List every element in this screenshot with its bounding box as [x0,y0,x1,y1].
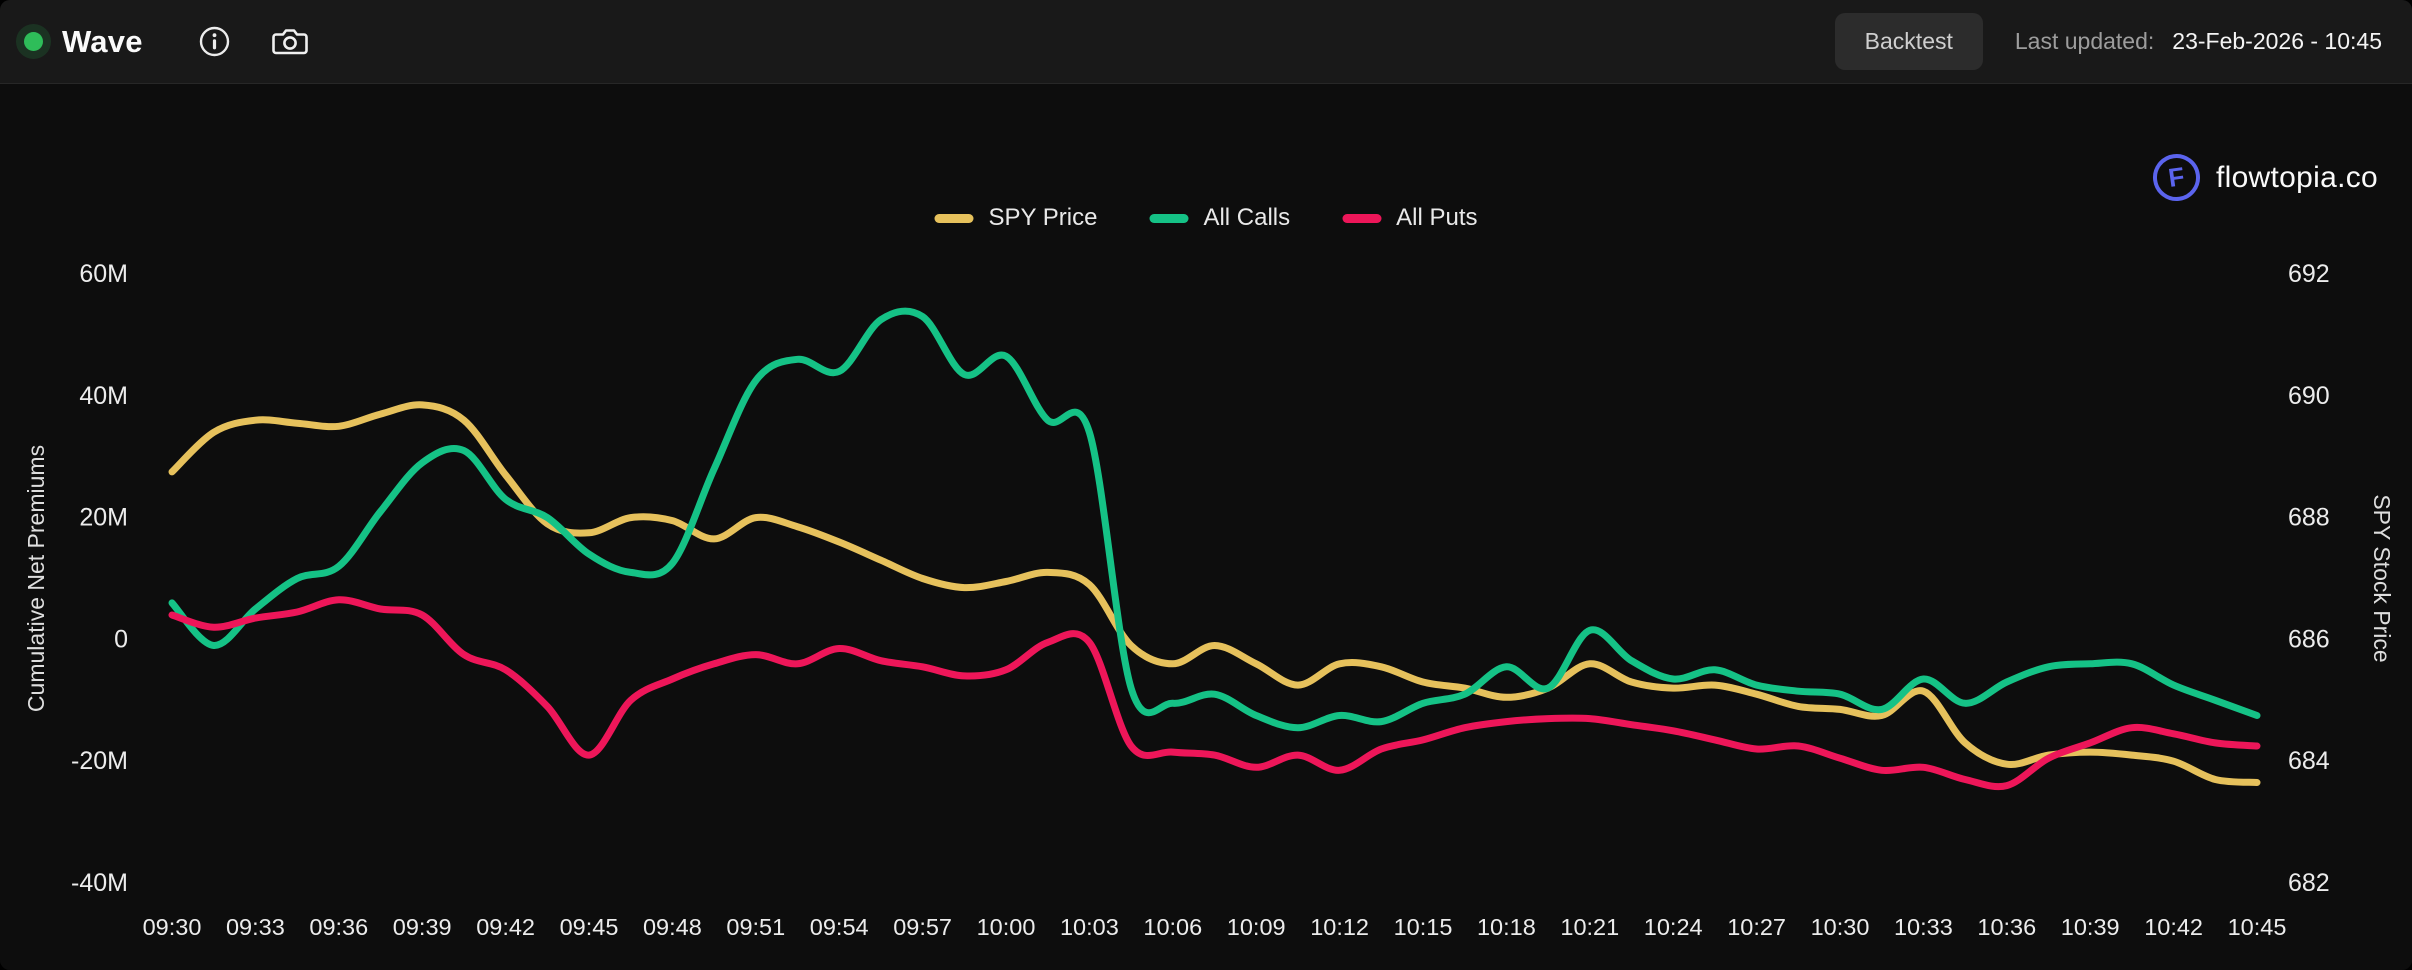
svg-text:40M: 40M [79,382,128,410]
camera-icon [271,29,308,55]
brand-watermark[interactable]: F flowtopia.co [2149,150,2378,205]
svg-text:692: 692 [2288,260,2330,288]
svg-text:690: 690 [2288,382,2330,410]
backtest-button[interactable]: Backtest [1834,13,1983,70]
svg-text:09:30: 09:30 [143,914,202,940]
legend-swatch-icon [934,213,974,223]
svg-text:10:45: 10:45 [2228,914,2287,940]
svg-text:-20M: -20M [71,747,128,775]
svg-text:09:45: 09:45 [560,914,619,940]
info-icon [199,26,229,57]
chart-legend: SPY Price All Calls All Puts [934,204,1478,232]
svg-text:09:54: 09:54 [810,914,869,940]
last-updated-timestamp: 23-Feb-2026 - 10:45 [2172,28,2382,54]
legend-swatch-icon [1342,213,1382,223]
legend-item-spy-price[interactable]: SPY Price [934,204,1098,232]
chart-panel: 60M 40M 20M 0 -20M -40M 692 690 688 686 684 682 09:3… [0,84,2412,970]
svg-text:09:36: 09:36 [309,914,368,940]
last-updated-label: Last updated: [2014,28,2155,54]
header-right: Backtest Last updated: 23-Feb-2026 - 10:… [1834,13,2382,70]
svg-text:10:18: 10:18 [1477,914,1536,940]
svg-text:SPY Stock Price: SPY Stock Price [2369,494,2395,662]
svg-text:10:21: 10:21 [1560,914,1619,940]
svg-text:09:39: 09:39 [393,914,452,940]
live-status-dot [24,32,43,51]
svg-text:10:39: 10:39 [2061,914,2120,940]
svg-text:10:42: 10:42 [2144,914,2203,940]
svg-text:10:00: 10:00 [977,914,1036,940]
svg-text:10:15: 10:15 [1394,914,1453,940]
svg-text:09:51: 09:51 [726,914,785,940]
svg-text:09:42: 09:42 [476,914,535,940]
svg-text:10:24: 10:24 [1644,914,1703,940]
legend-label: All Puts [1396,204,1478,231]
svg-text:10:36: 10:36 [1977,914,2036,940]
svg-text:20M: 20M [79,504,128,532]
svg-text:10:12: 10:12 [1310,914,1369,940]
svg-text:10:09: 10:09 [1227,914,1286,940]
header-left: Wave [24,24,308,60]
legend-label: All Calls [1203,204,1291,231]
svg-text:10:33: 10:33 [1894,914,1953,940]
svg-text:686: 686 [2288,625,2330,653]
series-line-all-calls [168,307,2261,732]
svg-text:09:57: 09:57 [893,914,952,940]
page-title: Wave [62,23,143,59]
svg-text:684: 684 [2288,747,2330,775]
screenshot-button[interactable] [271,26,308,57]
svg-text:Cumulative Net Premiums: Cumulative Net Premiums [23,445,49,712]
svg-text:10:06: 10:06 [1143,914,1202,940]
svg-text:60M: 60M [79,260,128,288]
premium-flow-chart: 60M 40M 20M 0 -20M -40M 692 690 688 686 684 682 09:3… [23,260,2395,940]
svg-text:688: 688 [2288,504,2330,532]
svg-text:10:03: 10:03 [1060,914,1119,940]
legend-item-all-calls[interactable]: All Calls [1149,204,1290,232]
svg-text:10:30: 10:30 [1811,914,1870,940]
svg-text:09:48: 09:48 [643,914,702,940]
brand-name: flowtopia.co [2215,160,2378,194]
header-bar: Wave Backtest Last updated: 23-Feb-2026 … [0,0,2412,84]
svg-text:682: 682 [2288,869,2330,897]
svg-text:-40M: -40M [71,869,128,897]
series-line-all-puts [168,596,2261,791]
info-button[interactable] [199,26,230,57]
legend-swatch-icon [1149,213,1189,223]
flowtopia-logo-icon: F [2149,150,2204,205]
svg-text:10:27: 10:27 [1727,914,1786,940]
legend-label: SPY Price [988,204,1098,231]
svg-text:0: 0 [114,625,128,653]
series-line-spy-price [168,401,2261,786]
svg-text:09:33: 09:33 [226,914,285,940]
legend-item-all-puts[interactable]: All Puts [1342,204,1478,232]
